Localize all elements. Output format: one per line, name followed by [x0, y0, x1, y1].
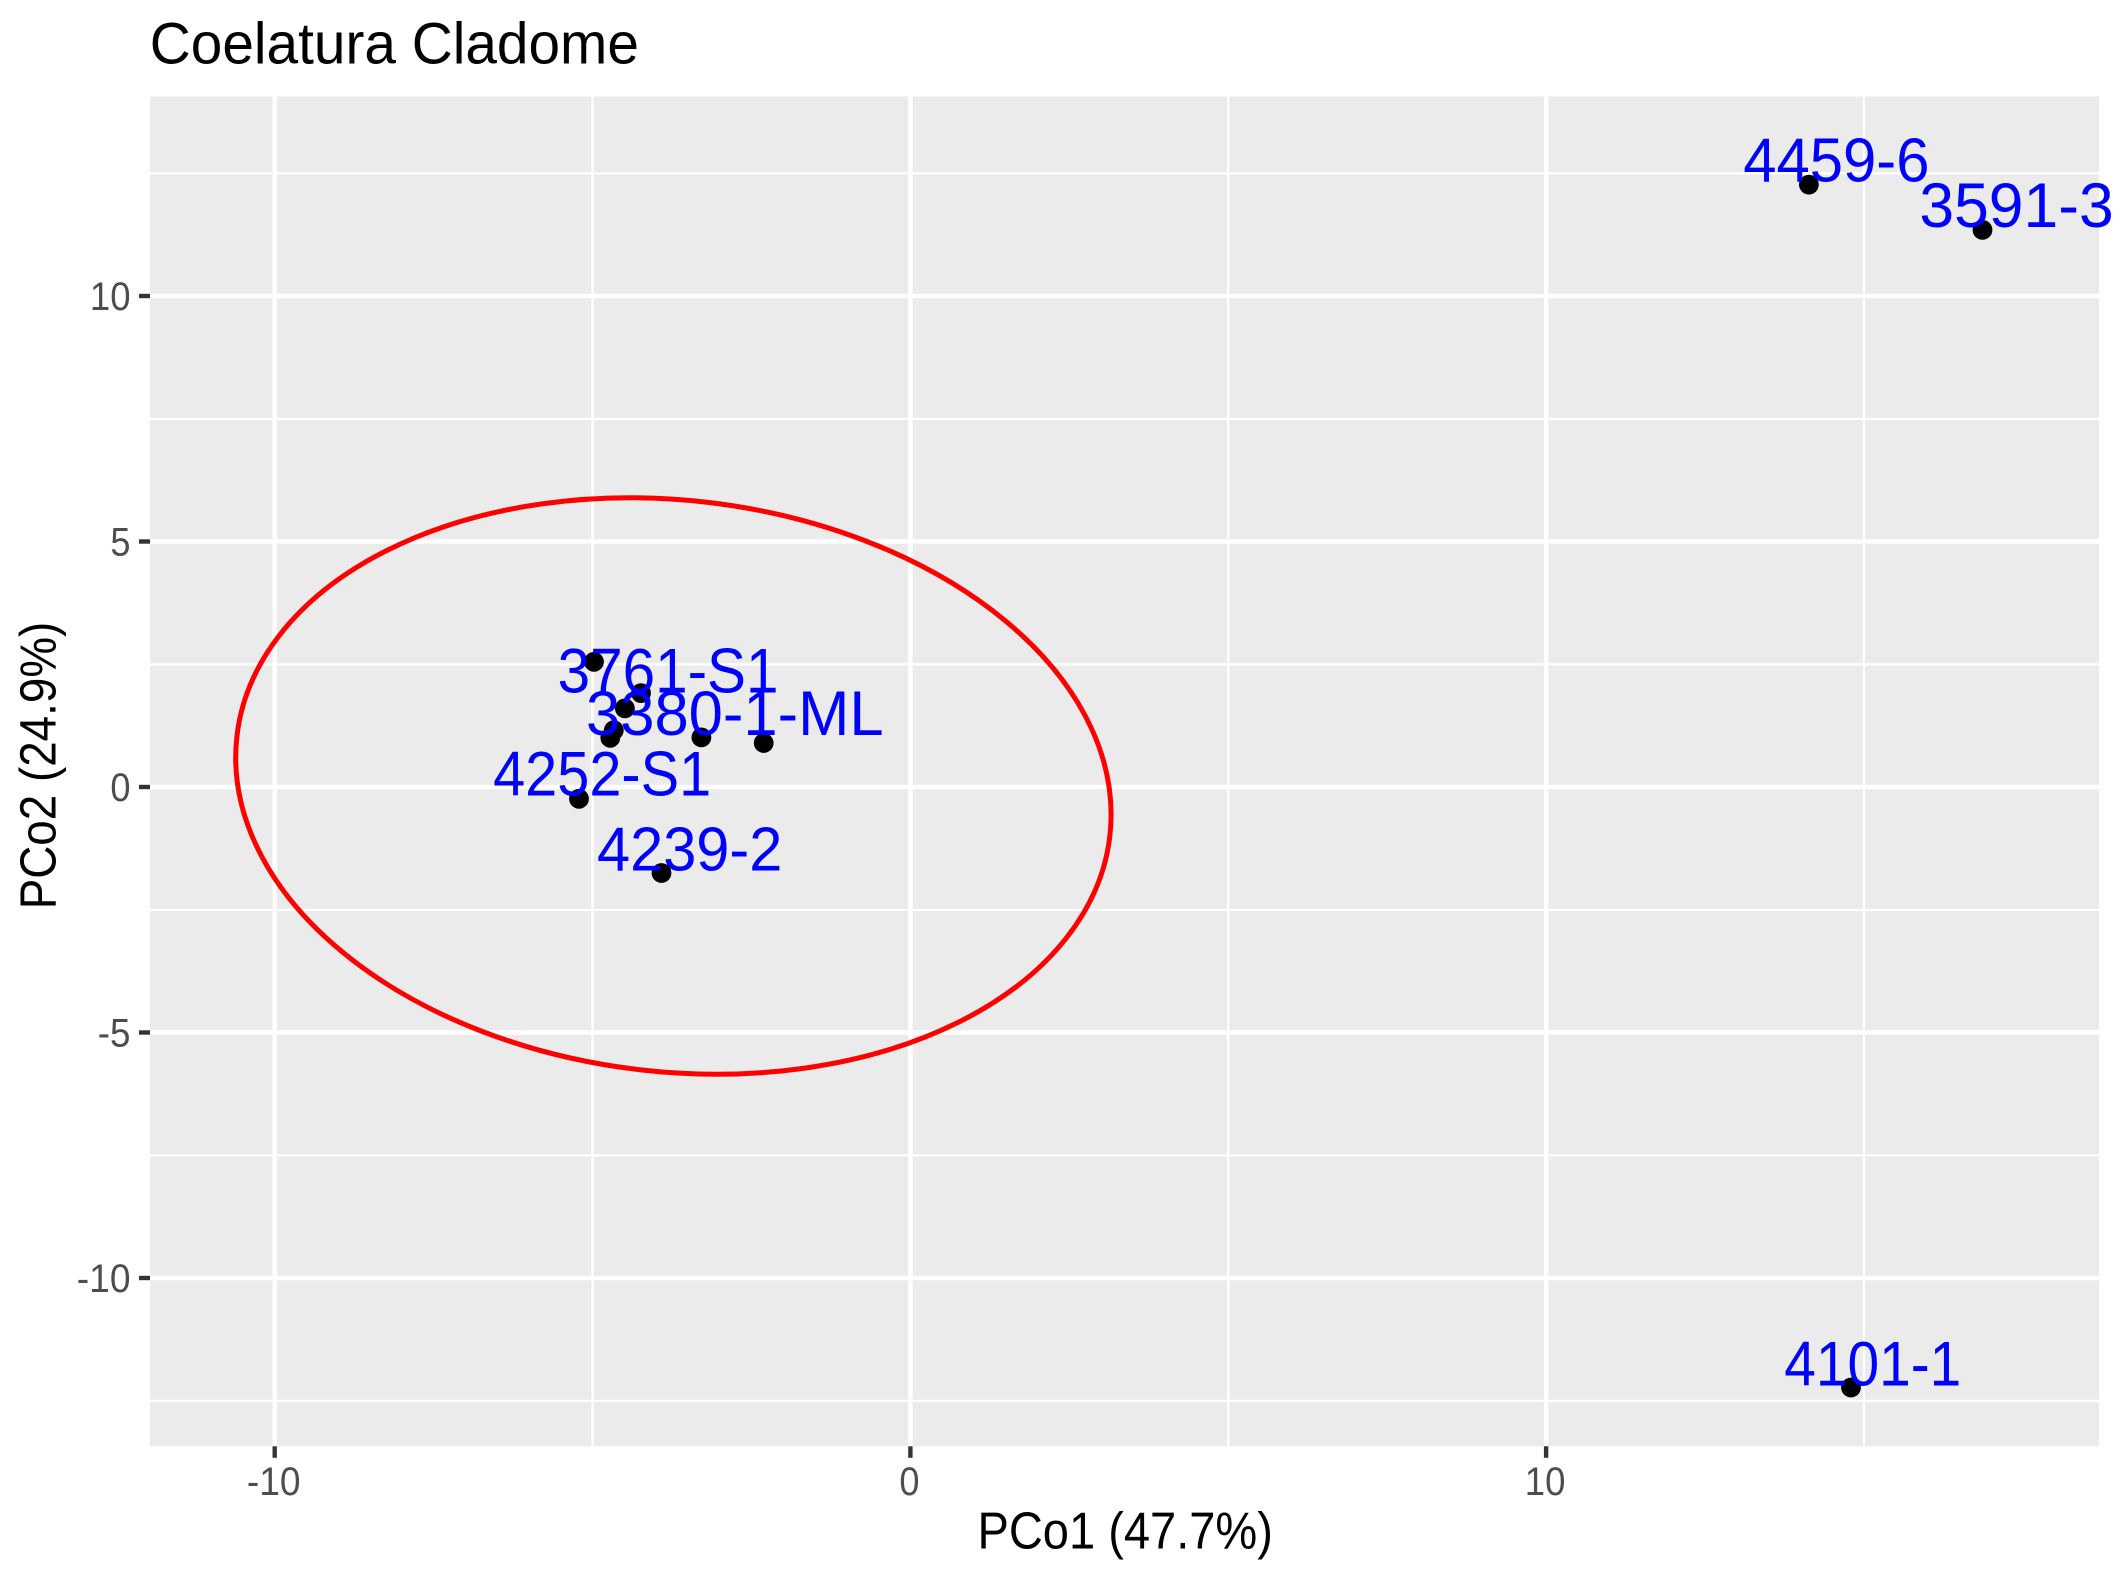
svg-text:3380-1-ML: 3380-1-ML	[586, 679, 884, 749]
svg-text:10: 10	[1525, 1460, 1566, 1504]
svg-text:4101-1: 4101-1	[1784, 1330, 1961, 1400]
svg-text:Coelatura Cladome: Coelatura Cladome	[150, 11, 639, 76]
svg-text:5: 5	[110, 521, 130, 565]
svg-text:3761-S1: 3761-S1	[558, 636, 779, 706]
svg-text:4252-S1: 4252-S1	[493, 739, 711, 809]
svg-text:-10: -10	[247, 1460, 301, 1504]
svg-text:-10: -10	[77, 1257, 131, 1301]
svg-text:0: 0	[110, 766, 130, 810]
svg-text:PCo1 (47.7%): PCo1 (47.7%)	[977, 1502, 1273, 1560]
svg-text:4239-2: 4239-2	[597, 815, 782, 884]
svg-text:0: 0	[899, 1460, 919, 1504]
svg-text:10: 10	[90, 275, 131, 319]
svg-text:4459-6: 4459-6	[1743, 127, 1929, 196]
svg-text:PCo2 (24.9%): PCo2 (24.9%)	[9, 622, 66, 910]
svg-text:-5: -5	[98, 1012, 131, 1056]
svg-text:3591-3: 3591-3	[1919, 171, 2113, 241]
